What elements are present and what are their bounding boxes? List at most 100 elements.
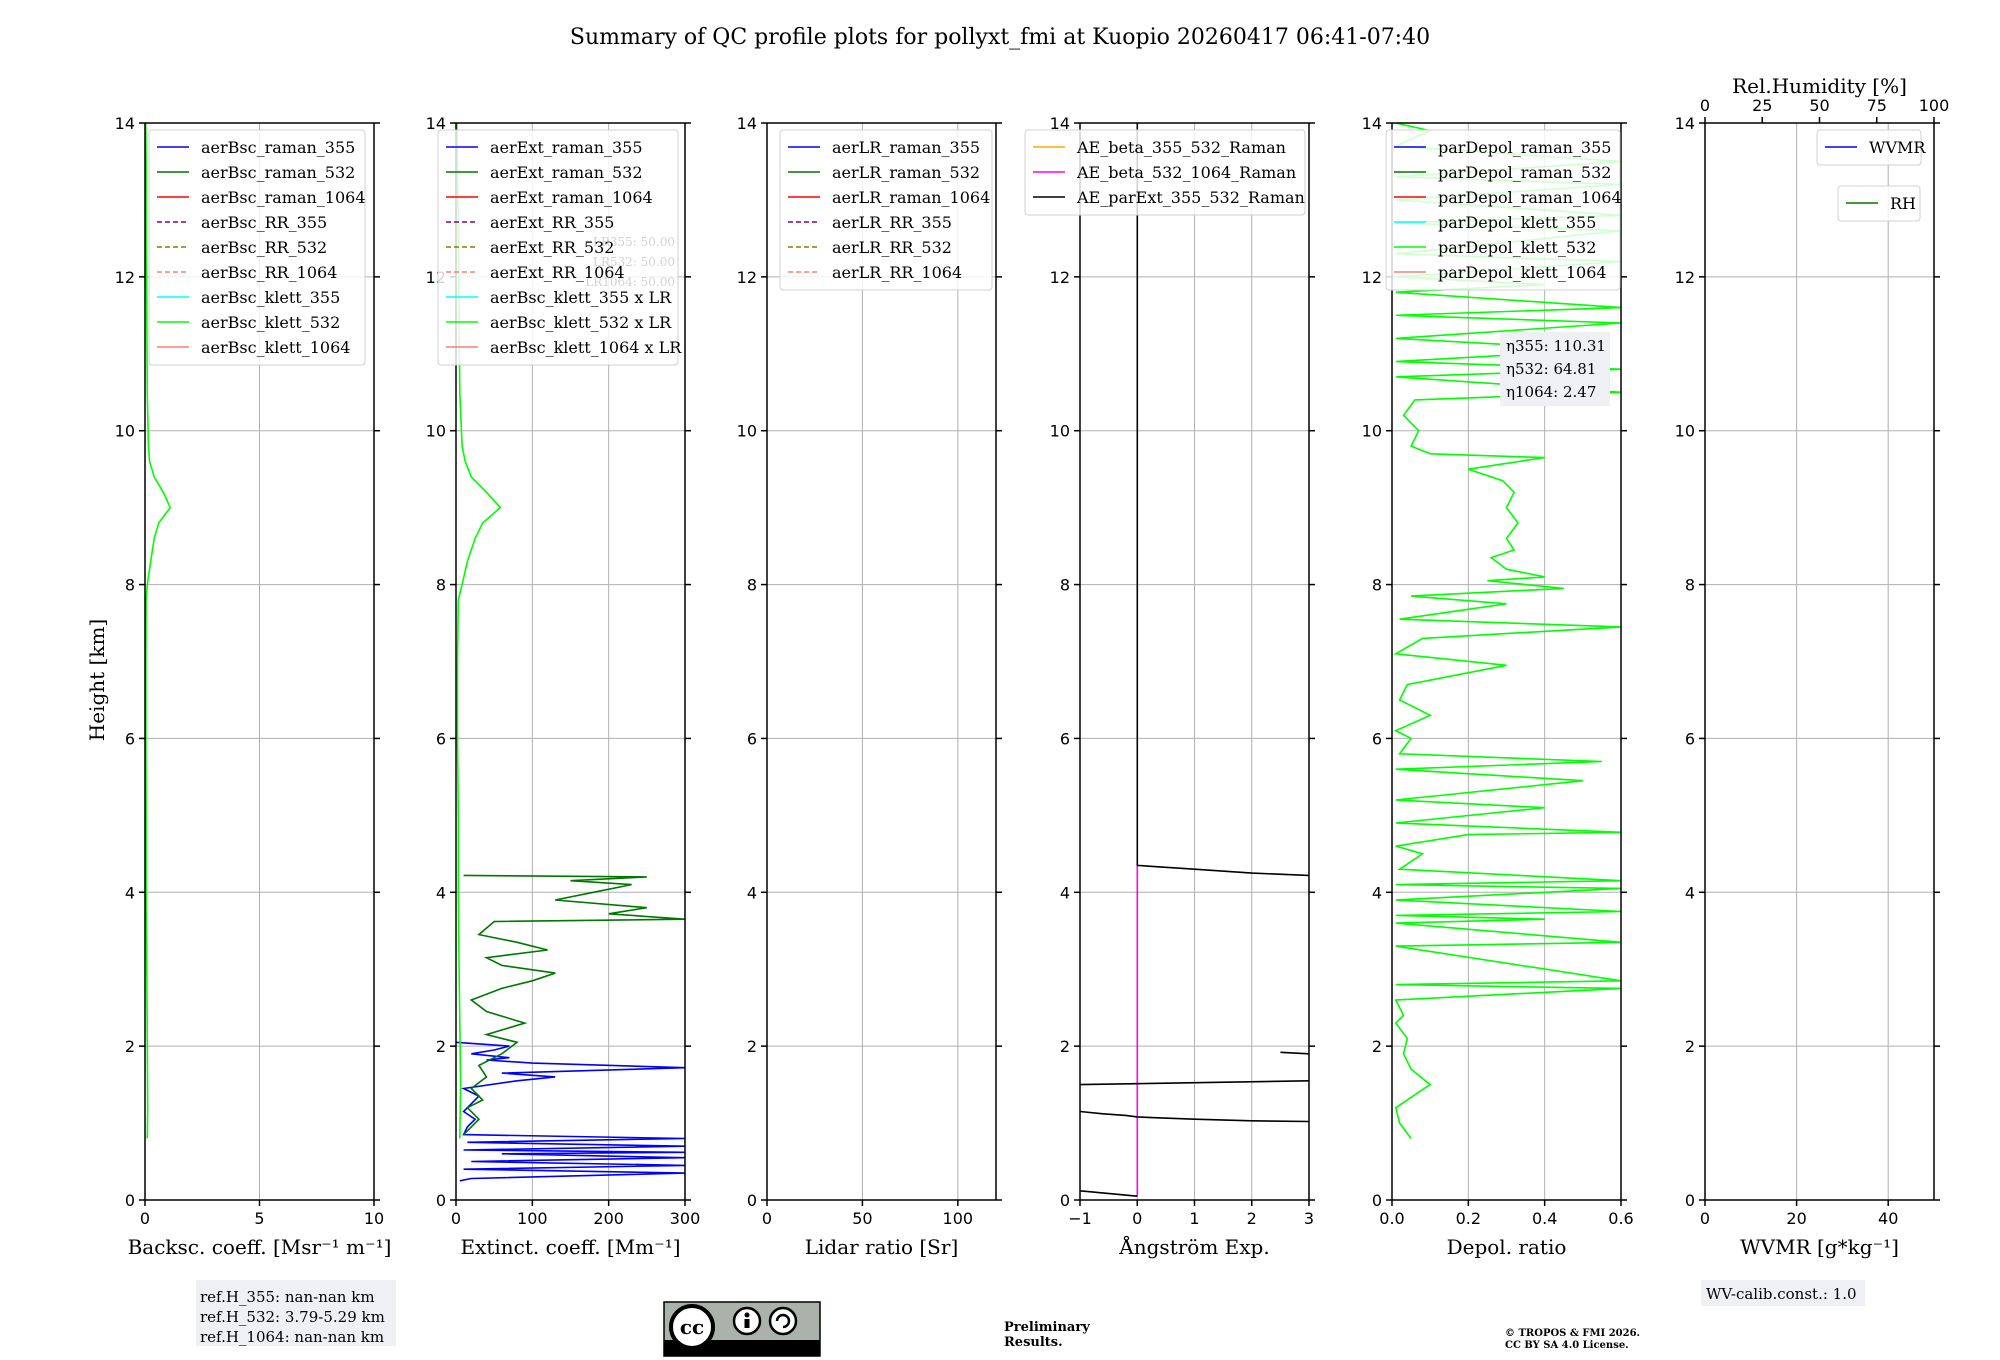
- series-pardepol-klett-532: [1393, 123, 1621, 1139]
- series-aerext-raman-532: [463, 874, 685, 1136]
- y-tick-label: 12: [1362, 268, 1382, 287]
- y-tick-label: 8: [747, 576, 757, 595]
- panel-wv: 0 2 4 6 8 10 12 14 0 20 40 WVMR [g*kg⁻¹] 0 25 50 75 100 R…: [1675, 74, 1950, 1259]
- x-tick-label: −1: [1068, 1209, 1092, 1228]
- y-tick-label: 2: [1372, 1037, 1382, 1056]
- preliminary-line1: Preliminary: [1004, 1320, 1090, 1335]
- top-x-tick-label: 50: [1809, 96, 1829, 115]
- top-x-tick-label: 25: [1752, 96, 1772, 115]
- series-ae-parext-355-532-raman-c: [1080, 1080, 1309, 1086]
- y-tick-label: 10: [115, 422, 135, 441]
- legend-frame: [437, 129, 679, 366]
- y-tick-label: 12: [1675, 268, 1695, 287]
- y-tick-label: 2: [1060, 1037, 1070, 1056]
- x-axis-label: Ångström Exp.: [1118, 1234, 1269, 1259]
- panel-lr: 0 2 4 6 8 10 12 14 0 50 100 Lidar ratio [Sr] aerLR_r…: [737, 114, 1002, 1259]
- legend-entry: aerLR_raman_532: [832, 163, 980, 182]
- legend-entry: aerBsc_RR_355: [201, 213, 327, 232]
- eta-background: [1500, 332, 1610, 406]
- series-group: [1393, 123, 1621, 1139]
- legend-entry: parDepol_raman_1064: [1438, 188, 1622, 207]
- copyright-line1: © TROPOS & FMI 2026.: [1505, 1328, 1640, 1339]
- x-tick-label: 100: [943, 1209, 974, 1228]
- y-tick-label: 0: [125, 1191, 135, 1210]
- y-tick-label: 10: [737, 422, 757, 441]
- top-axis-label: Rel.Humidity [%]: [1732, 74, 1907, 98]
- wv-calib-box: WV-calib.const.: 1.0: [1701, 1280, 1865, 1306]
- series-ae-parext-355-532-raman: [1080, 1190, 1138, 1197]
- y-tick-label: 8: [125, 576, 135, 595]
- x-tick-label: 0: [1132, 1209, 1142, 1228]
- legend-frame: [1816, 129, 1922, 166]
- eta-box: η355: 110.31 η532: 64.81 η1064: 2.47: [1500, 332, 1610, 406]
- legend-entry: parDepol_raman_355: [1438, 138, 1611, 157]
- y-tick-label: 14: [115, 114, 135, 133]
- wv-calib-text: WV-calib.const.: 1.0: [1706, 1285, 1857, 1303]
- series-group: [1080, 123, 1309, 1197]
- sa-icon-arrow: [775, 1313, 791, 1329]
- x-axis-label: WVMR [g*kg⁻¹]: [1740, 1235, 1899, 1259]
- y-tick-label: 0: [1372, 1191, 1382, 1210]
- x-tick-label: 40: [1878, 1209, 1898, 1228]
- y-tick-label: 12: [115, 268, 135, 287]
- top-x-tick-label: 100: [1919, 96, 1950, 115]
- y-tick-label: 6: [1685, 729, 1695, 748]
- series-ae-parext-355-532-raman-e: [1136, 123, 1309, 877]
- wv-calib-background: [1701, 1280, 1865, 1306]
- series-group: [145, 123, 172, 1139]
- y-tick-label: 4: [1685, 883, 1695, 902]
- y-tick-label: 6: [747, 729, 757, 748]
- legend-entry: aerBsc_klett_355: [201, 288, 340, 307]
- y-tick-label: 0: [747, 1191, 757, 1210]
- legend: AE_beta_355_532_Raman AE_beta_532_1064_Ra…: [1024, 129, 1306, 216]
- x-tick-label: 2: [1247, 1209, 1257, 1228]
- y-tick-label: 10: [1362, 422, 1382, 441]
- legend-entry: RH: [1890, 194, 1916, 213]
- y-tick-label: 8: [1372, 576, 1382, 595]
- legend-entry: aerBsc_RR_532: [201, 238, 327, 257]
- legend-entry: aerExt_raman_355: [490, 138, 643, 157]
- y-tick-label: 8: [436, 576, 446, 595]
- legend-entry: parDepol_klett_355: [1438, 213, 1596, 232]
- x-tick-label: 0.0: [1379, 1209, 1404, 1228]
- legend-entry: aerBsc_raman_355: [201, 138, 355, 157]
- y-tick-label: 4: [747, 883, 757, 902]
- x-tick-label: 0.2: [1456, 1209, 1481, 1228]
- y-tick-label: 6: [1060, 729, 1070, 748]
- legend-entry: aerBsc_klett_1064 x LR: [490, 338, 682, 357]
- legend-entry: aerLR_raman_1064: [832, 188, 990, 207]
- legend-entry: aerBsc_klett_1064: [201, 338, 350, 357]
- series-aerext-raman-355: [456, 1041, 685, 1182]
- legend-entry: aerExt_RR_1064: [490, 263, 625, 282]
- y-tick-label: 14: [426, 114, 446, 133]
- legend-entry: aerLR_raman_355: [832, 138, 980, 157]
- y-tick-label: 6: [436, 729, 446, 748]
- legend-entry: aerExt_RR_355: [490, 213, 614, 232]
- y-tick-label: 12: [737, 268, 757, 287]
- x-tick-label: 0: [1700, 1209, 1710, 1228]
- top-x-tick-label: 75: [1867, 96, 1887, 115]
- x-tick-label: 0: [140, 1209, 150, 1228]
- y-tick-label: 0: [1685, 1191, 1695, 1210]
- y-tick-label: 12: [1050, 268, 1070, 287]
- eta-value: η1064: 2.47: [1506, 383, 1596, 401]
- figure-title: Summary of QC profile plots for pollyxt_…: [570, 25, 1430, 50]
- panel-depol: 0 2 4 6 8 10 12 14 0.0 0.2 0.4 0.6 Depol. ratio parDe…: [1362, 114, 1634, 1259]
- y-tick-label: 10: [426, 422, 446, 441]
- x-tick-label: 5: [254, 1209, 264, 1228]
- legend-entry: aerBsc_klett_532: [201, 313, 340, 332]
- legend-entry: aerBsc_klett_532 x LR: [490, 313, 672, 332]
- ref-height-1064: ref.H_1064: nan-nan km: [200, 1328, 384, 1346]
- legend-entry: AE_beta_355_532_Raman: [1076, 138, 1286, 157]
- x-tick-label: 20: [1786, 1209, 1806, 1228]
- y-tick-label: 14: [1050, 114, 1070, 133]
- ref-height-box: ref.H_355: nan-nan km ref.H_532: 3.79-5.…: [196, 1280, 396, 1346]
- sa-icon: [768, 1306, 798, 1336]
- series-ae-parext-355-532-raman-b: [1080, 1110, 1309, 1123]
- y-tick-label: 4: [1372, 883, 1382, 902]
- eta-value: η532: 64.81: [1506, 360, 1596, 378]
- legend: WVMR: [1816, 129, 1926, 166]
- x-tick-label: 0: [451, 1209, 461, 1228]
- legend: aerBsc_raman_355 aerBsc_raman_532 aerBsc_r…: [148, 129, 366, 366]
